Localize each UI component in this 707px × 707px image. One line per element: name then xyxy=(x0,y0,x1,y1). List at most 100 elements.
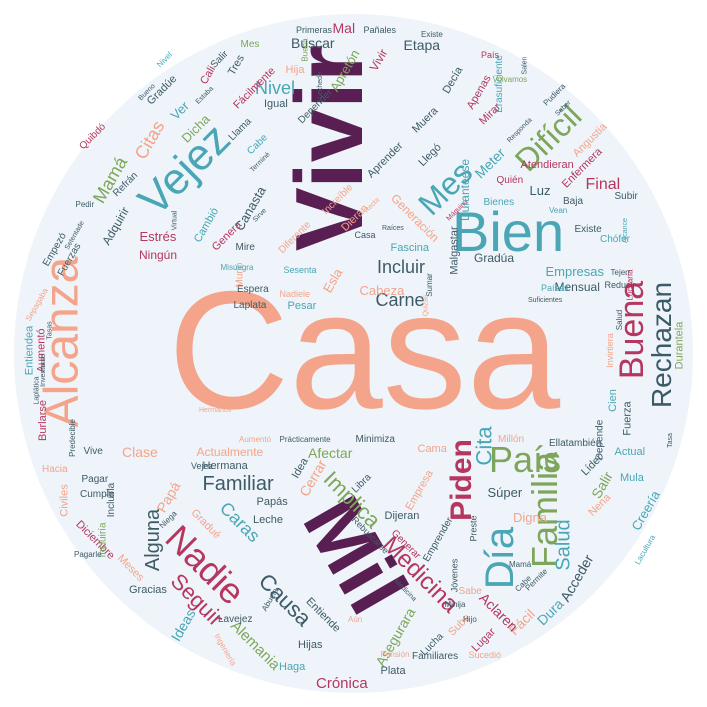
cloud-word: Hacia xyxy=(42,464,68,475)
cloud-word: Hijo xyxy=(463,615,477,624)
cloud-word: Reducir xyxy=(604,279,636,290)
cloud-word: Predecible xyxy=(67,419,77,457)
cloud-word: País xyxy=(481,49,500,60)
cloud-word: Raíces xyxy=(382,224,404,232)
cloud-word: Pedir xyxy=(75,200,95,209)
cloud-word: Mula xyxy=(620,471,644,484)
cloud-word: Leche xyxy=(253,513,283,526)
cloud-word: Actual xyxy=(614,445,646,458)
cloud-word: Pagarle xyxy=(74,550,102,559)
cloud-word: Minimiza xyxy=(355,434,395,445)
cloud-word: Vean xyxy=(549,206,568,215)
cloud-word: País xyxy=(489,439,562,480)
cloud-word: Sabe xyxy=(458,586,482,597)
cloud-word: Familiar xyxy=(202,473,274,495)
cloud-word: Mamá xyxy=(509,560,532,569)
cloud-word: Buena xyxy=(300,38,310,62)
cloud-word: Casa xyxy=(354,229,376,240)
cloud-word: Haga xyxy=(279,660,306,673)
cloud-word: Mire xyxy=(235,242,255,253)
cloud-word: Pagar xyxy=(81,474,109,485)
cloud-word: Mihija xyxy=(444,600,466,609)
cloud-word: Tejen xyxy=(610,268,630,277)
cloud-word: Inventarse xyxy=(39,353,47,387)
cloud-word: Atendieran xyxy=(520,158,574,171)
cloud-word: Bien xyxy=(452,200,565,263)
cloud-word: Quizás xyxy=(422,294,430,316)
cloud-word: Vejez xyxy=(191,460,214,471)
cloud-word: Cita xyxy=(471,426,497,466)
cloud-word: Cama xyxy=(417,442,447,455)
cloud-word: Día xyxy=(478,526,523,590)
cloud-word: Alcance xyxy=(621,217,629,243)
cloud-word: Prácticamente xyxy=(279,435,331,444)
cloud-word: Mal xyxy=(332,20,356,36)
cloud-word: Familiares xyxy=(412,651,459,662)
cloud-word: Gradúa xyxy=(474,251,515,265)
cloud-word: Tasas xyxy=(46,320,54,340)
cloud-word: Preste xyxy=(468,514,479,542)
cloud-word: Actualmente xyxy=(196,445,264,459)
cloud-word: Incluirla xyxy=(106,482,118,518)
cloud-word: Buscar xyxy=(291,35,335,51)
cloud-word: Invirtiera xyxy=(604,332,615,368)
cloud-word: Digna xyxy=(513,509,547,525)
cloud-word: Mes xyxy=(240,39,260,50)
cloud-word: Crónica xyxy=(316,674,368,692)
cloud-word: Dijeran xyxy=(384,509,420,522)
cloud-word: Cien xyxy=(606,388,619,412)
cloud-word: Cabeza xyxy=(359,282,405,298)
cloud-word: Hija xyxy=(285,63,305,76)
cloud-word: Final xyxy=(585,176,621,193)
cloud-word: Nadiele xyxy=(279,288,311,299)
cloud-word: Baja xyxy=(563,196,584,207)
cloud-word: Clase xyxy=(122,444,158,460)
cloud-word: Carne xyxy=(375,290,425,310)
cloud-word: Bienes xyxy=(483,197,515,208)
cloud-word: Plata xyxy=(380,664,406,677)
cloud-word: Virtual xyxy=(171,210,179,230)
cloud-word: Sumar xyxy=(424,273,434,297)
cloud-word: Gracias xyxy=(129,583,167,596)
cloud-word: Existe xyxy=(421,30,443,39)
cloud-word: Existe xyxy=(574,224,602,235)
cloud-word: Ellatambién xyxy=(549,438,602,449)
cloud-word: Misuegra xyxy=(220,263,254,272)
cloud-word: Ningún xyxy=(139,248,178,262)
cloud-word: Malgastar xyxy=(448,225,461,275)
cloud-word: Afectar xyxy=(308,445,353,461)
cloud-word: Lavejez xyxy=(218,614,253,625)
cloud-word: Casa xyxy=(168,256,561,444)
cloud-word: Aún xyxy=(348,615,363,624)
word-cloud-disc xyxy=(14,14,693,693)
cloud-word: Suficientes xyxy=(528,296,563,304)
cloud-word: Entiendea xyxy=(23,325,36,375)
cloud-word: Nivel xyxy=(255,78,296,98)
cloud-word: Mensual xyxy=(554,280,600,294)
cloud-word: Volvamos xyxy=(492,75,528,84)
cloud-word: Aumentó xyxy=(239,435,272,444)
cloud-word: Pesar xyxy=(287,299,317,312)
cloud-word: Hijas xyxy=(298,638,323,651)
cloud-word: Salud xyxy=(552,519,575,571)
cloud-word: Primeras xyxy=(296,24,333,35)
cloud-word: Subir xyxy=(614,191,638,202)
cloud-word: Espera xyxy=(237,284,269,295)
cloud-word: Chófer xyxy=(600,234,631,245)
cloud-word: Erasuficiente xyxy=(493,55,505,113)
cloud-word: Salen xyxy=(521,56,529,74)
cloud-word: Empresas xyxy=(545,263,605,279)
cloud-word: Sucedió xyxy=(468,649,502,660)
cloud-word: Burlarse xyxy=(36,399,49,441)
cloud-word: Fascina xyxy=(390,241,430,254)
cloud-word: Etapa xyxy=(403,37,441,53)
cloud-word: Alguna xyxy=(142,508,165,572)
cloud-word: Rechazan xyxy=(646,281,678,409)
cloud-word: Hermanos xyxy=(199,406,232,414)
cloud-word: Igual xyxy=(264,97,288,110)
cloud-word: Millón xyxy=(498,434,525,445)
cloud-word: Luz xyxy=(529,182,551,198)
cloud-word: Vive xyxy=(83,446,103,457)
cloud-word: Sesenta xyxy=(283,264,317,275)
